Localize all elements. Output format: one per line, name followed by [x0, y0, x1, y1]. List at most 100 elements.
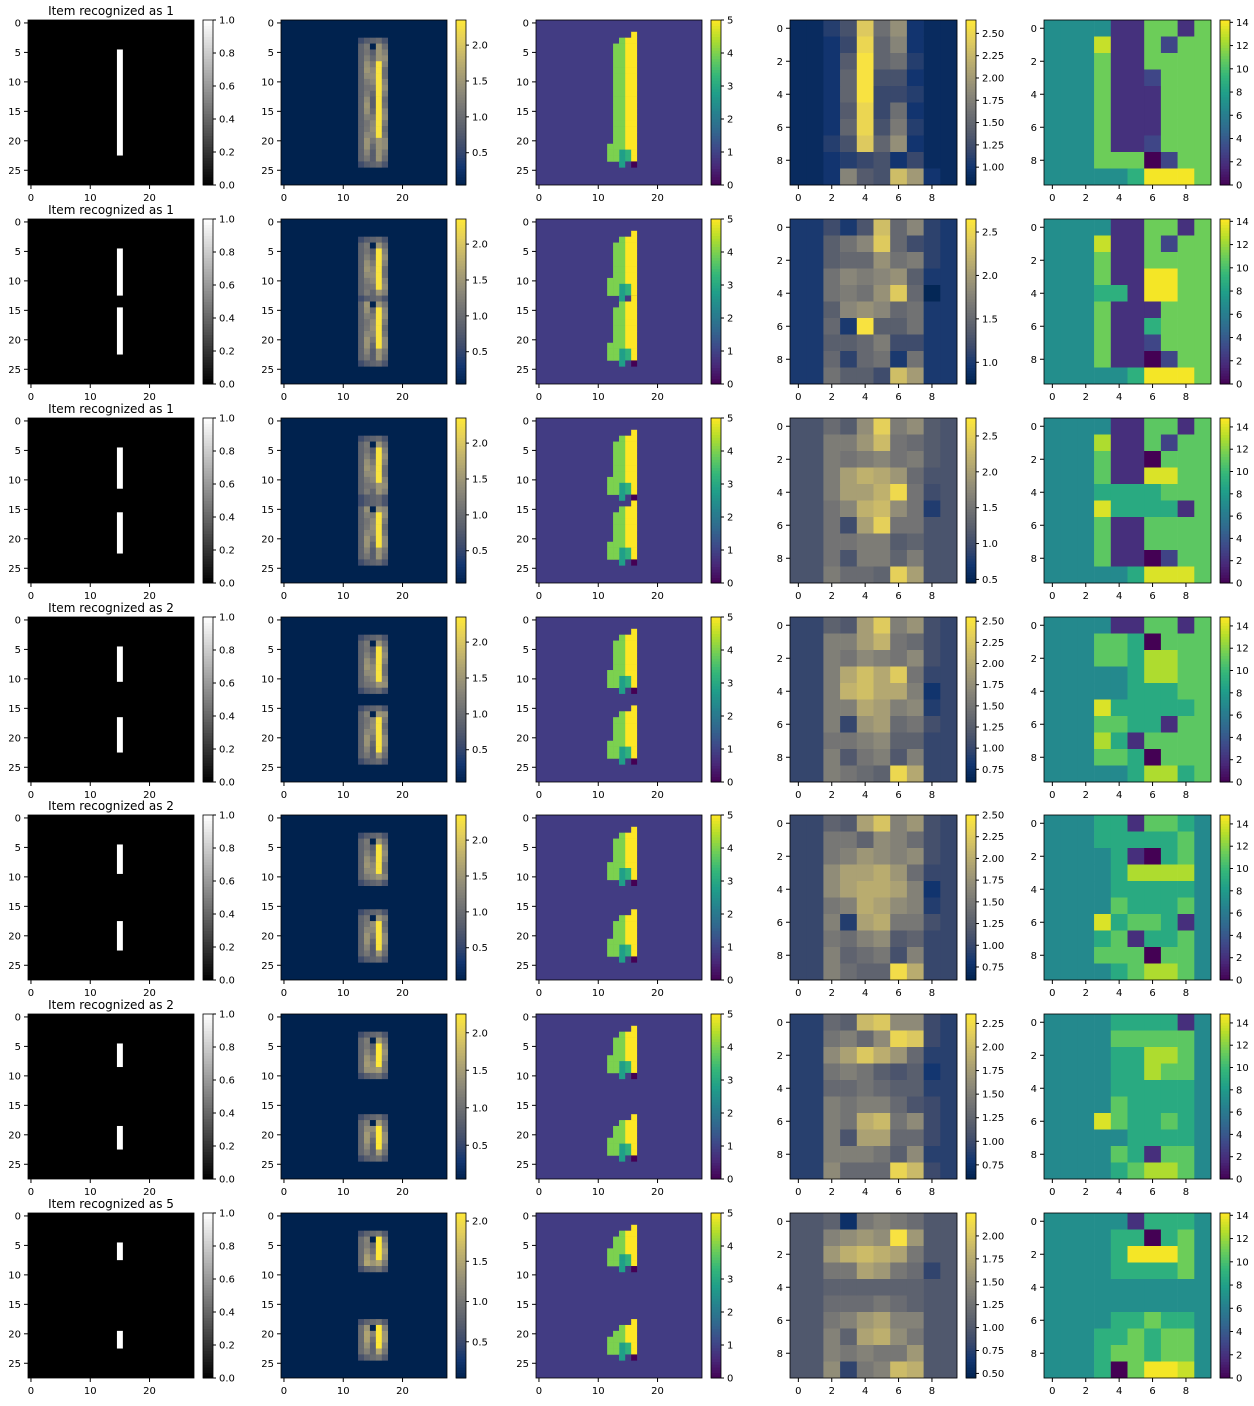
colorbar-segment — [1220, 119, 1230, 123]
colorbar-tick-label: 0.4 — [219, 1308, 235, 1319]
colorbar-segment — [966, 105, 976, 109]
heatmap-cell — [1144, 301, 1162, 319]
heatmap-cell — [840, 318, 858, 335]
pixel — [375, 272, 383, 279]
colorbar-segment — [203, 132, 213, 136]
pixel — [381, 524, 389, 531]
colorbar-segment — [711, 88, 721, 92]
colorbar-segment — [966, 1309, 976, 1313]
pixel — [613, 1236, 620, 1243]
heatmap-cell — [856, 566, 874, 584]
colorbar-segment — [203, 541, 213, 545]
colorbar-segment — [711, 936, 721, 940]
heatmap-cell — [873, 168, 891, 186]
pixel — [624, 78, 632, 86]
colorbar-segment — [456, 323, 466, 327]
colorbar-segment — [456, 1074, 466, 1078]
pixel — [381, 711, 389, 718]
y-tick-label: 0 — [15, 416, 21, 427]
heatmap-cell — [873, 500, 891, 518]
pixel — [381, 950, 389, 957]
colorbar-segment — [711, 55, 721, 59]
heatmap-cell — [940, 418, 958, 435]
colorbar-segment — [711, 168, 721, 172]
pixel — [369, 664, 377, 671]
pixel — [358, 758, 365, 765]
colorbar-segment — [456, 431, 466, 435]
colorbar-segment — [711, 977, 721, 981]
colorbar-segment — [203, 86, 213, 90]
colorbar-segment — [1220, 141, 1230, 145]
heatmap-cell — [1127, 69, 1145, 87]
pixel — [375, 476, 383, 484]
colorbar-tick-label: 3 — [727, 480, 733, 491]
colorbar-segment — [966, 121, 976, 125]
colorbar-segment — [456, 1314, 466, 1318]
colorbar-segment — [966, 1151, 976, 1155]
colorbar-segment — [711, 771, 721, 775]
colorbar-segment — [966, 727, 976, 731]
colorbar-tick-label: 5 — [727, 414, 733, 425]
pixel — [613, 137, 620, 145]
colorbar-segment — [966, 53, 976, 57]
colorbar-segment — [456, 274, 466, 278]
pixel — [381, 868, 389, 875]
colorbar-segment — [966, 558, 976, 562]
colorbar-segment — [203, 1298, 213, 1302]
pixel — [624, 873, 632, 881]
heatmap-cell — [923, 1047, 941, 1064]
colorbar-segment — [711, 1232, 721, 1236]
heatmap-cell — [806, 683, 824, 700]
subplot-r6-c1: Item recognized as 20 10 2005101520250.00.… — [8, 998, 235, 1198]
colorbar-segment — [966, 116, 976, 120]
x-tick-label: 10 — [337, 790, 350, 801]
pixel — [624, 856, 632, 863]
colorbar-segment — [456, 429, 466, 433]
heatmap-cell — [806, 1096, 824, 1114]
pixel — [375, 705, 383, 712]
colorbar-tick-label: 2.5 — [982, 431, 998, 442]
pixel — [375, 1242, 383, 1249]
pixel — [375, 330, 383, 338]
heatmap-cell — [890, 831, 908, 849]
heatmap-cell — [790, 650, 807, 667]
y-tick-label: 6 — [777, 1117, 783, 1128]
pixel — [613, 465, 620, 472]
colorbar-segment — [203, 1358, 213, 1362]
digit-stroke — [116, 307, 123, 355]
colorbar-segment — [711, 837, 721, 841]
pixel — [607, 752, 614, 759]
colorbar-segment — [711, 826, 721, 830]
pixel — [613, 471, 620, 478]
pixel — [375, 236, 383, 243]
pixel — [619, 1248, 626, 1255]
pixel — [630, 137, 638, 145]
colorbar-tick-label: 0.50 — [982, 1369, 1004, 1380]
colorbar-segment — [966, 1292, 976, 1296]
pixel — [381, 664, 389, 671]
colorbar-segment — [456, 342, 466, 346]
colorbar-segment — [456, 740, 466, 744]
heatmap-cell — [873, 285, 891, 302]
colorbar-segment — [1220, 53, 1230, 57]
pixel — [613, 43, 620, 50]
y-tick-label: 10 — [516, 872, 529, 883]
colorbar-segment — [966, 179, 976, 183]
heatmap-cell — [790, 285, 807, 302]
heatmap-cell — [906, 119, 924, 136]
pixel — [613, 1342, 620, 1349]
heatmap-cell — [873, 1279, 891, 1296]
colorbar-segment — [456, 42, 466, 46]
colorbar-segment — [203, 1334, 213, 1338]
y-tick-label: 10 — [8, 872, 21, 883]
pixel — [381, 248, 389, 255]
colorbar-tick-label: 1.5 — [982, 314, 998, 325]
colorbar-segment — [1220, 320, 1230, 324]
pixel — [607, 1061, 614, 1068]
pixel — [364, 1067, 371, 1074]
pixel — [364, 1324, 371, 1332]
pixel — [369, 658, 377, 665]
colorbar-segment — [456, 930, 466, 934]
image-background — [28, 617, 194, 782]
colorbar-segment — [1220, 243, 1230, 247]
